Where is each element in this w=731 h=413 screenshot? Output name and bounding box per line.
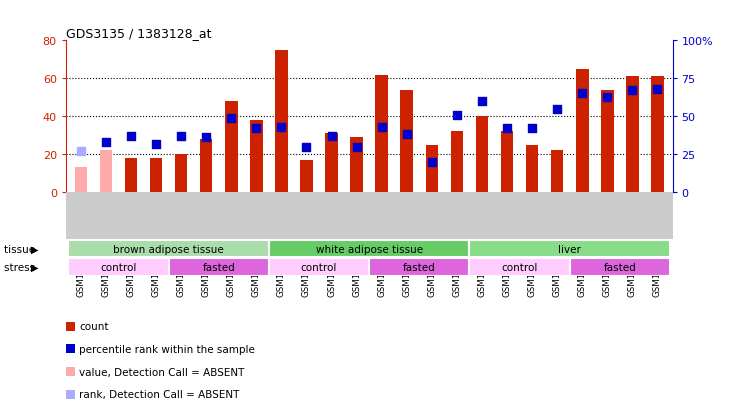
Text: ▶: ▶ — [31, 263, 39, 273]
Bar — [175, 155, 187, 192]
Point — [125, 133, 137, 140]
Point — [476, 99, 488, 105]
Bar — [269, 259, 369, 276]
Point — [401, 132, 412, 138]
Text: control: control — [301, 263, 337, 273]
Text: ▶: ▶ — [31, 244, 39, 254]
Bar — [425, 145, 438, 192]
Point — [351, 144, 363, 150]
Bar — [376, 75, 388, 192]
Bar — [269, 240, 469, 258]
Point — [602, 94, 613, 101]
Bar — [350, 138, 363, 192]
Point — [426, 159, 438, 166]
Point — [175, 133, 187, 140]
Point — [577, 91, 588, 97]
Point — [300, 144, 312, 150]
Point — [501, 126, 513, 133]
Bar — [200, 140, 213, 192]
Bar — [300, 161, 313, 192]
Point — [251, 126, 262, 133]
Text: fasted: fasted — [202, 263, 235, 273]
Point — [376, 124, 387, 131]
Text: count: count — [79, 321, 108, 331]
Bar — [68, 240, 269, 258]
Bar — [369, 259, 469, 276]
Text: fasted: fasted — [403, 263, 436, 273]
Point — [276, 124, 287, 131]
Bar — [576, 70, 588, 192]
Bar — [469, 240, 670, 258]
Bar — [99, 151, 112, 192]
Point — [626, 88, 638, 95]
Bar — [626, 77, 639, 192]
Point — [651, 86, 663, 93]
Text: fasted: fasted — [604, 263, 636, 273]
Bar — [501, 132, 513, 192]
Bar — [469, 259, 569, 276]
Bar — [325, 134, 338, 192]
Text: rank, Detection Call = ABSENT: rank, Detection Call = ABSENT — [79, 389, 239, 399]
Text: tissue: tissue — [4, 244, 38, 254]
Bar — [169, 259, 269, 276]
Point — [451, 112, 463, 119]
Bar — [225, 102, 238, 192]
Bar — [275, 51, 288, 192]
Text: white adipose tissue: white adipose tissue — [316, 244, 423, 254]
Point — [200, 135, 212, 142]
Bar — [75, 168, 87, 192]
Point — [326, 133, 338, 140]
Bar — [401, 90, 413, 192]
Text: control: control — [100, 263, 137, 273]
Point — [150, 141, 162, 147]
Text: liver: liver — [558, 244, 581, 254]
Bar — [569, 259, 670, 276]
Text: value, Detection Call = ABSENT: value, Detection Call = ABSENT — [79, 367, 244, 377]
Bar — [476, 117, 488, 192]
Point — [551, 106, 563, 113]
Text: GDS3135 / 1383128_at: GDS3135 / 1383128_at — [66, 27, 211, 40]
Bar — [250, 121, 262, 192]
Point — [75, 148, 87, 155]
Bar — [68, 259, 169, 276]
Text: brown adipose tissue: brown adipose tissue — [113, 244, 224, 254]
Bar — [651, 77, 664, 192]
Text: stress: stress — [4, 263, 38, 273]
Bar — [450, 132, 463, 192]
Bar — [551, 151, 564, 192]
Bar — [150, 159, 162, 192]
Bar — [601, 90, 613, 192]
Point — [225, 115, 237, 122]
Bar — [526, 145, 539, 192]
Text: percentile rank within the sample: percentile rank within the sample — [79, 344, 255, 354]
Point — [526, 126, 538, 133]
Bar — [125, 159, 137, 192]
Point — [100, 140, 112, 146]
Text: control: control — [501, 263, 538, 273]
